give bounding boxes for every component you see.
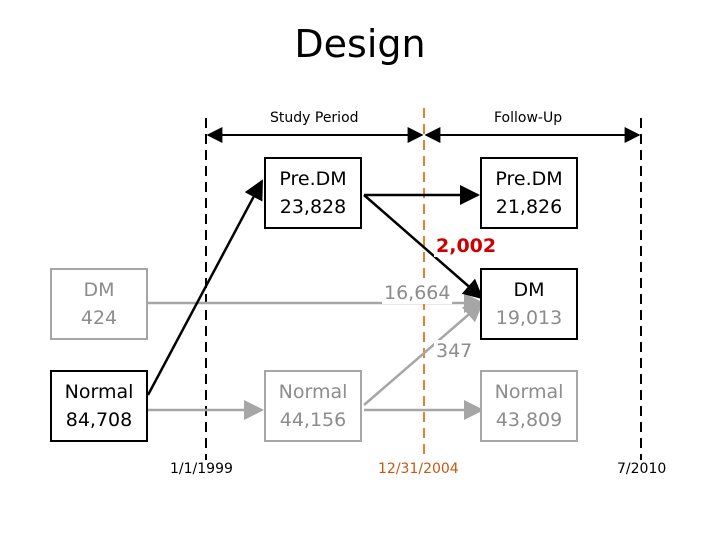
box-label: Normal [64, 381, 134, 403]
normal-to-predm-arrow [146, 179, 264, 396]
box-label: Normal [278, 381, 348, 403]
normal-baseline-box: Normal 84,708 [50, 370, 148, 442]
date-mid: 12/31/2004 [378, 461, 459, 477]
predm-follow-box: Pre.DM 21,826 [480, 157, 578, 229]
normal-study-box: Normal 44,156 [264, 370, 362, 442]
follow-up-label: Follow-Up [494, 110, 563, 126]
box-count: 84,708 [65, 409, 133, 431]
normal-follow-box: Normal 43,809 [480, 370, 578, 442]
box-count: 43,809 [495, 409, 563, 431]
predm-to-dm-count: 2,002 [434, 235, 499, 257]
page-title: Design [294, 22, 426, 66]
box-label: Pre.DM [279, 168, 347, 190]
box-label: Normal [494, 381, 564, 403]
dm-follow-box: DM 19,013 [480, 268, 578, 340]
dm-to-dm-count: 16,664 [382, 282, 453, 304]
date-start: 1/1/1999 [170, 461, 233, 477]
box-label: DM [83, 279, 115, 301]
study-period-label: Study Period [270, 110, 359, 126]
predm-to-dm-arrow [363, 194, 484, 300]
normal-to-dm-count: 347 [434, 340, 475, 362]
box-count: 19,013 [495, 307, 563, 329]
box-count: 44,156 [279, 409, 347, 431]
box-count: 23,828 [279, 196, 347, 218]
box-label: Pre.DM [495, 168, 563, 190]
normal-to-dm-arrow [363, 301, 484, 406]
predm-baseline-box: Pre.DM 23,828 [264, 157, 362, 229]
box-label: DM [513, 279, 545, 301]
box-count: 21,826 [495, 196, 563, 218]
dm-baseline-box: DM 424 [50, 268, 148, 340]
box-count: 424 [80, 307, 118, 329]
date-end: 7/2010 [617, 461, 667, 477]
